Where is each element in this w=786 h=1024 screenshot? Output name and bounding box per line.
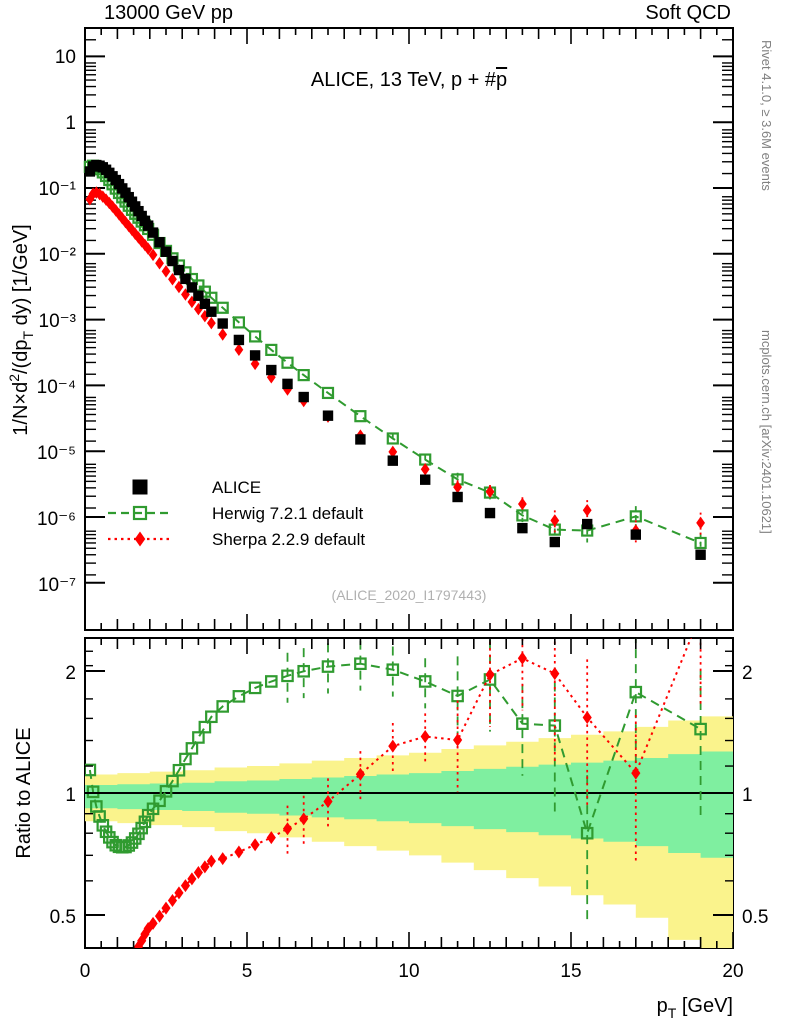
side-label-mcplots: mcplots.cern.ch [arXiv:2401.10621] — [759, 330, 774, 534]
main-ytick-2: 10⁻¹ — [39, 179, 77, 200]
main-ytick-4: 10⁻³ — [39, 311, 77, 332]
xlabel-sub: T — [668, 1005, 677, 1021]
xtick-2: 10 — [398, 961, 419, 982]
ratio-ytick-1: 1 — [65, 785, 76, 806]
ylabel-sub: T — [20, 331, 36, 340]
ratio-y-minor-ticks — [85, 650, 733, 882]
ratio-series-herwig — [85, 638, 707, 924]
main-y-minor-ticks — [85, 39, 733, 576]
ylabel-sup: 2 — [6, 374, 22, 382]
ylabel-mid: /(dp — [10, 340, 32, 374]
legend-item-alice[interactable]: ALICE — [132, 478, 262, 497]
xtick-3: 15 — [560, 961, 581, 982]
ratio-ylabel: Ratio to ALICE — [13, 727, 35, 858]
main-ytick-5: 10⁻⁴ — [37, 377, 76, 398]
ratio-series-sherpa — [133, 638, 702, 948]
ratio-ytick-right-2: 0.5 — [742, 907, 768, 928]
ratio-ytick-2: 0.5 — [50, 907, 76, 928]
series-herwig — [83, 159, 707, 555]
ratio-series-group — [85, 638, 707, 948]
main-ytick-1: 1 — [65, 113, 76, 134]
svg-text:1/N×d2/(dpT dy) [1/GeV]: 1/N×d2/(dpT dy) [1/GeV] — [6, 224, 36, 435]
series-alice — [84, 159, 706, 560]
main-ytick-0: 10 — [55, 47, 76, 68]
main-y-ticks — [85, 55, 733, 584]
main-ylabel: 1/N×d2/(dpT dy) [1/GeV] — [6, 224, 36, 435]
ratio-x-ticks — [84, 638, 734, 948]
main-x-ticks — [84, 28, 734, 630]
plot-title: ALICE, 13 TeV, p + #p — [311, 69, 507, 91]
ratio-ytick-right-0: 2 — [742, 663, 753, 684]
header-left: 13000 GeV pp — [104, 2, 233, 24]
xtick-4: 20 — [722, 961, 743, 982]
legend-label: Sherpa 2.2.9 default — [212, 530, 365, 549]
side-label-rivet: Rivet 4.1.0, ≥ 3.6M events — [759, 40, 774, 191]
ratio-y-ticks — [85, 670, 733, 916]
series-sherpa — [85, 186, 705, 543]
svg-text:Ratio to ALICE: Ratio to ALICE — [13, 727, 35, 858]
legend-item-sherpa[interactable]: Sherpa 2.2.9 default — [108, 530, 365, 549]
ratio-ytick-right-1: 1 — [742, 785, 753, 806]
xaxis-label: pT [GeV] — [657, 995, 733, 1021]
legend-label: Herwig 7.2.1 default — [212, 504, 363, 523]
xtick-1: 5 — [242, 961, 253, 982]
ratio-ytick-0: 2 — [65, 663, 76, 684]
main-ytick-3: 10⁻² — [39, 245, 77, 266]
main-ytick-8: 10⁻⁷ — [38, 575, 76, 596]
ylabel-pre: 1/N×d — [10, 382, 32, 436]
legend-item-herwig[interactable]: Herwig 7.2.1 default — [108, 504, 363, 523]
legend: ALICE Herwig 7.2.1 default Sherpa 2.2.9 de… — [108, 478, 365, 549]
main-ytick-6: 10⁻⁵ — [37, 443, 76, 464]
ratio-uncertainty-bands — [85, 716, 733, 948]
ylabel-post: dy) [1/GeV] — [10, 224, 32, 331]
dataset-watermark: (ALICE_2020_I1797443) — [332, 587, 487, 603]
xtick-0: 0 — [80, 961, 91, 982]
xlabel-unit: [GeV] — [676, 995, 733, 1017]
main-series-group — [83, 159, 707, 560]
legend-label: ALICE — [212, 478, 261, 497]
xlabel-p: p — [657, 995, 668, 1017]
main-ytick-7: 10⁻⁶ — [37, 509, 76, 530]
header-right: Soft QCD — [645, 2, 731, 24]
